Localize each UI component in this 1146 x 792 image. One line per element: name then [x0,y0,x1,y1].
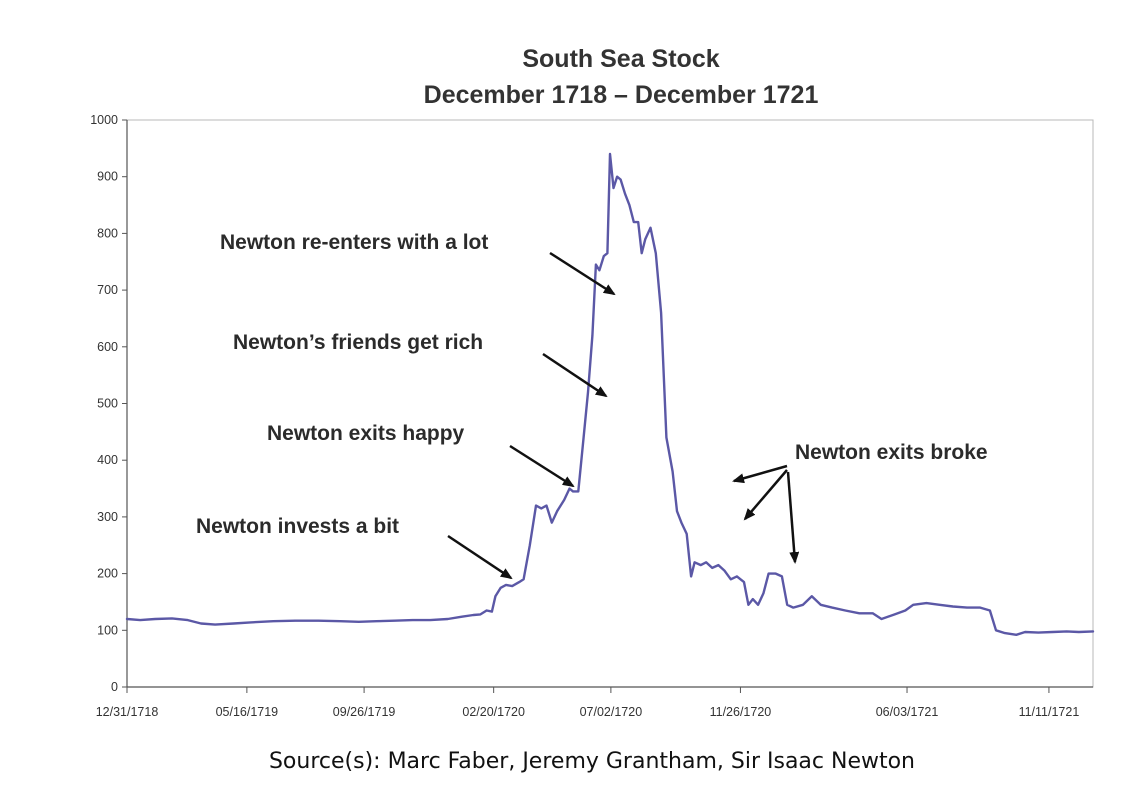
annotation-exits-broke-arrow-3 [786,471,800,564]
annotation-invests-a-bit: Newton invests a bit [196,515,513,580]
price-line [125,152,1095,636]
annotation-exits-broke: Newton exits broke [732,441,988,564]
annotations: Newton invests a bit Newton exits happy … [196,231,988,580]
annotation-friends-get-rich-label: Newton’s friends get rich [233,331,483,354]
y-ticks: 0 100 200 300 400 500 600 700 800 900 1000 [90,113,127,694]
annotation-exits-broke-label: Newton exits broke [795,441,988,464]
annotation-friends-get-rich: Newton’s friends get rich [233,331,608,398]
y-tick-label: 800 [97,226,118,240]
y-tick-label: 500 [97,397,118,411]
x-tick-label: 02/20/1720 [462,705,525,719]
x-tick-label: 12/31/1718 [96,705,159,719]
x-tick-label: 11/26/1720 [710,705,772,719]
annotation-invests-a-bit-label: Newton invests a bit [196,515,399,538]
source-caption: Source(s): Marc Faber, Jeremy Grantham, … [269,749,915,774]
chart-subtitle: December 1718 – December 1721 [424,81,819,109]
annotation-invests-a-bit-arrow [447,534,513,580]
y-tick-label: 700 [97,283,118,297]
annotation-re-enters-label: Newton re-enters with a lot [220,231,488,254]
y-tick-label: 0 [111,680,118,694]
annotation-exits-happy: Newton exits happy [267,422,575,488]
x-ticks: 12/31/1718 05/16/1719 09/26/1719 02/20/1720… [96,687,1080,719]
annotation-exits-happy-arrow [509,444,575,488]
x-tick-label: 09/26/1719 [333,705,396,719]
y-tick-label: 200 [97,567,118,581]
y-tick-label: 900 [97,170,118,184]
y-tick-label: 300 [97,510,118,524]
plot-frame [126,119,1094,688]
x-tick-label: 06/03/1721 [876,705,939,719]
annotation-friends-get-rich-arrow [542,352,608,398]
y-tick-label: 1000 [90,113,118,127]
x-tick-label: 11/11/1721 [1019,705,1080,719]
chart-title: South Sea Stock [522,45,719,73]
y-tick-label: 600 [97,340,118,354]
annotation-exits-happy-label: Newton exits happy [267,422,465,445]
x-tick-label: 05/16/1719 [216,705,279,719]
y-tick-label: 400 [97,453,118,467]
annotation-exits-broke-arrow-1 [732,464,788,484]
x-tick-label: 07/02/1720 [580,705,643,719]
annotation-exits-broke-arrow-2 [743,469,788,521]
annotation-re-enters: Newton re-enters with a lot [220,231,616,296]
annotation-re-enters-arrow [549,251,616,296]
y-tick-label: 100 [97,623,118,637]
